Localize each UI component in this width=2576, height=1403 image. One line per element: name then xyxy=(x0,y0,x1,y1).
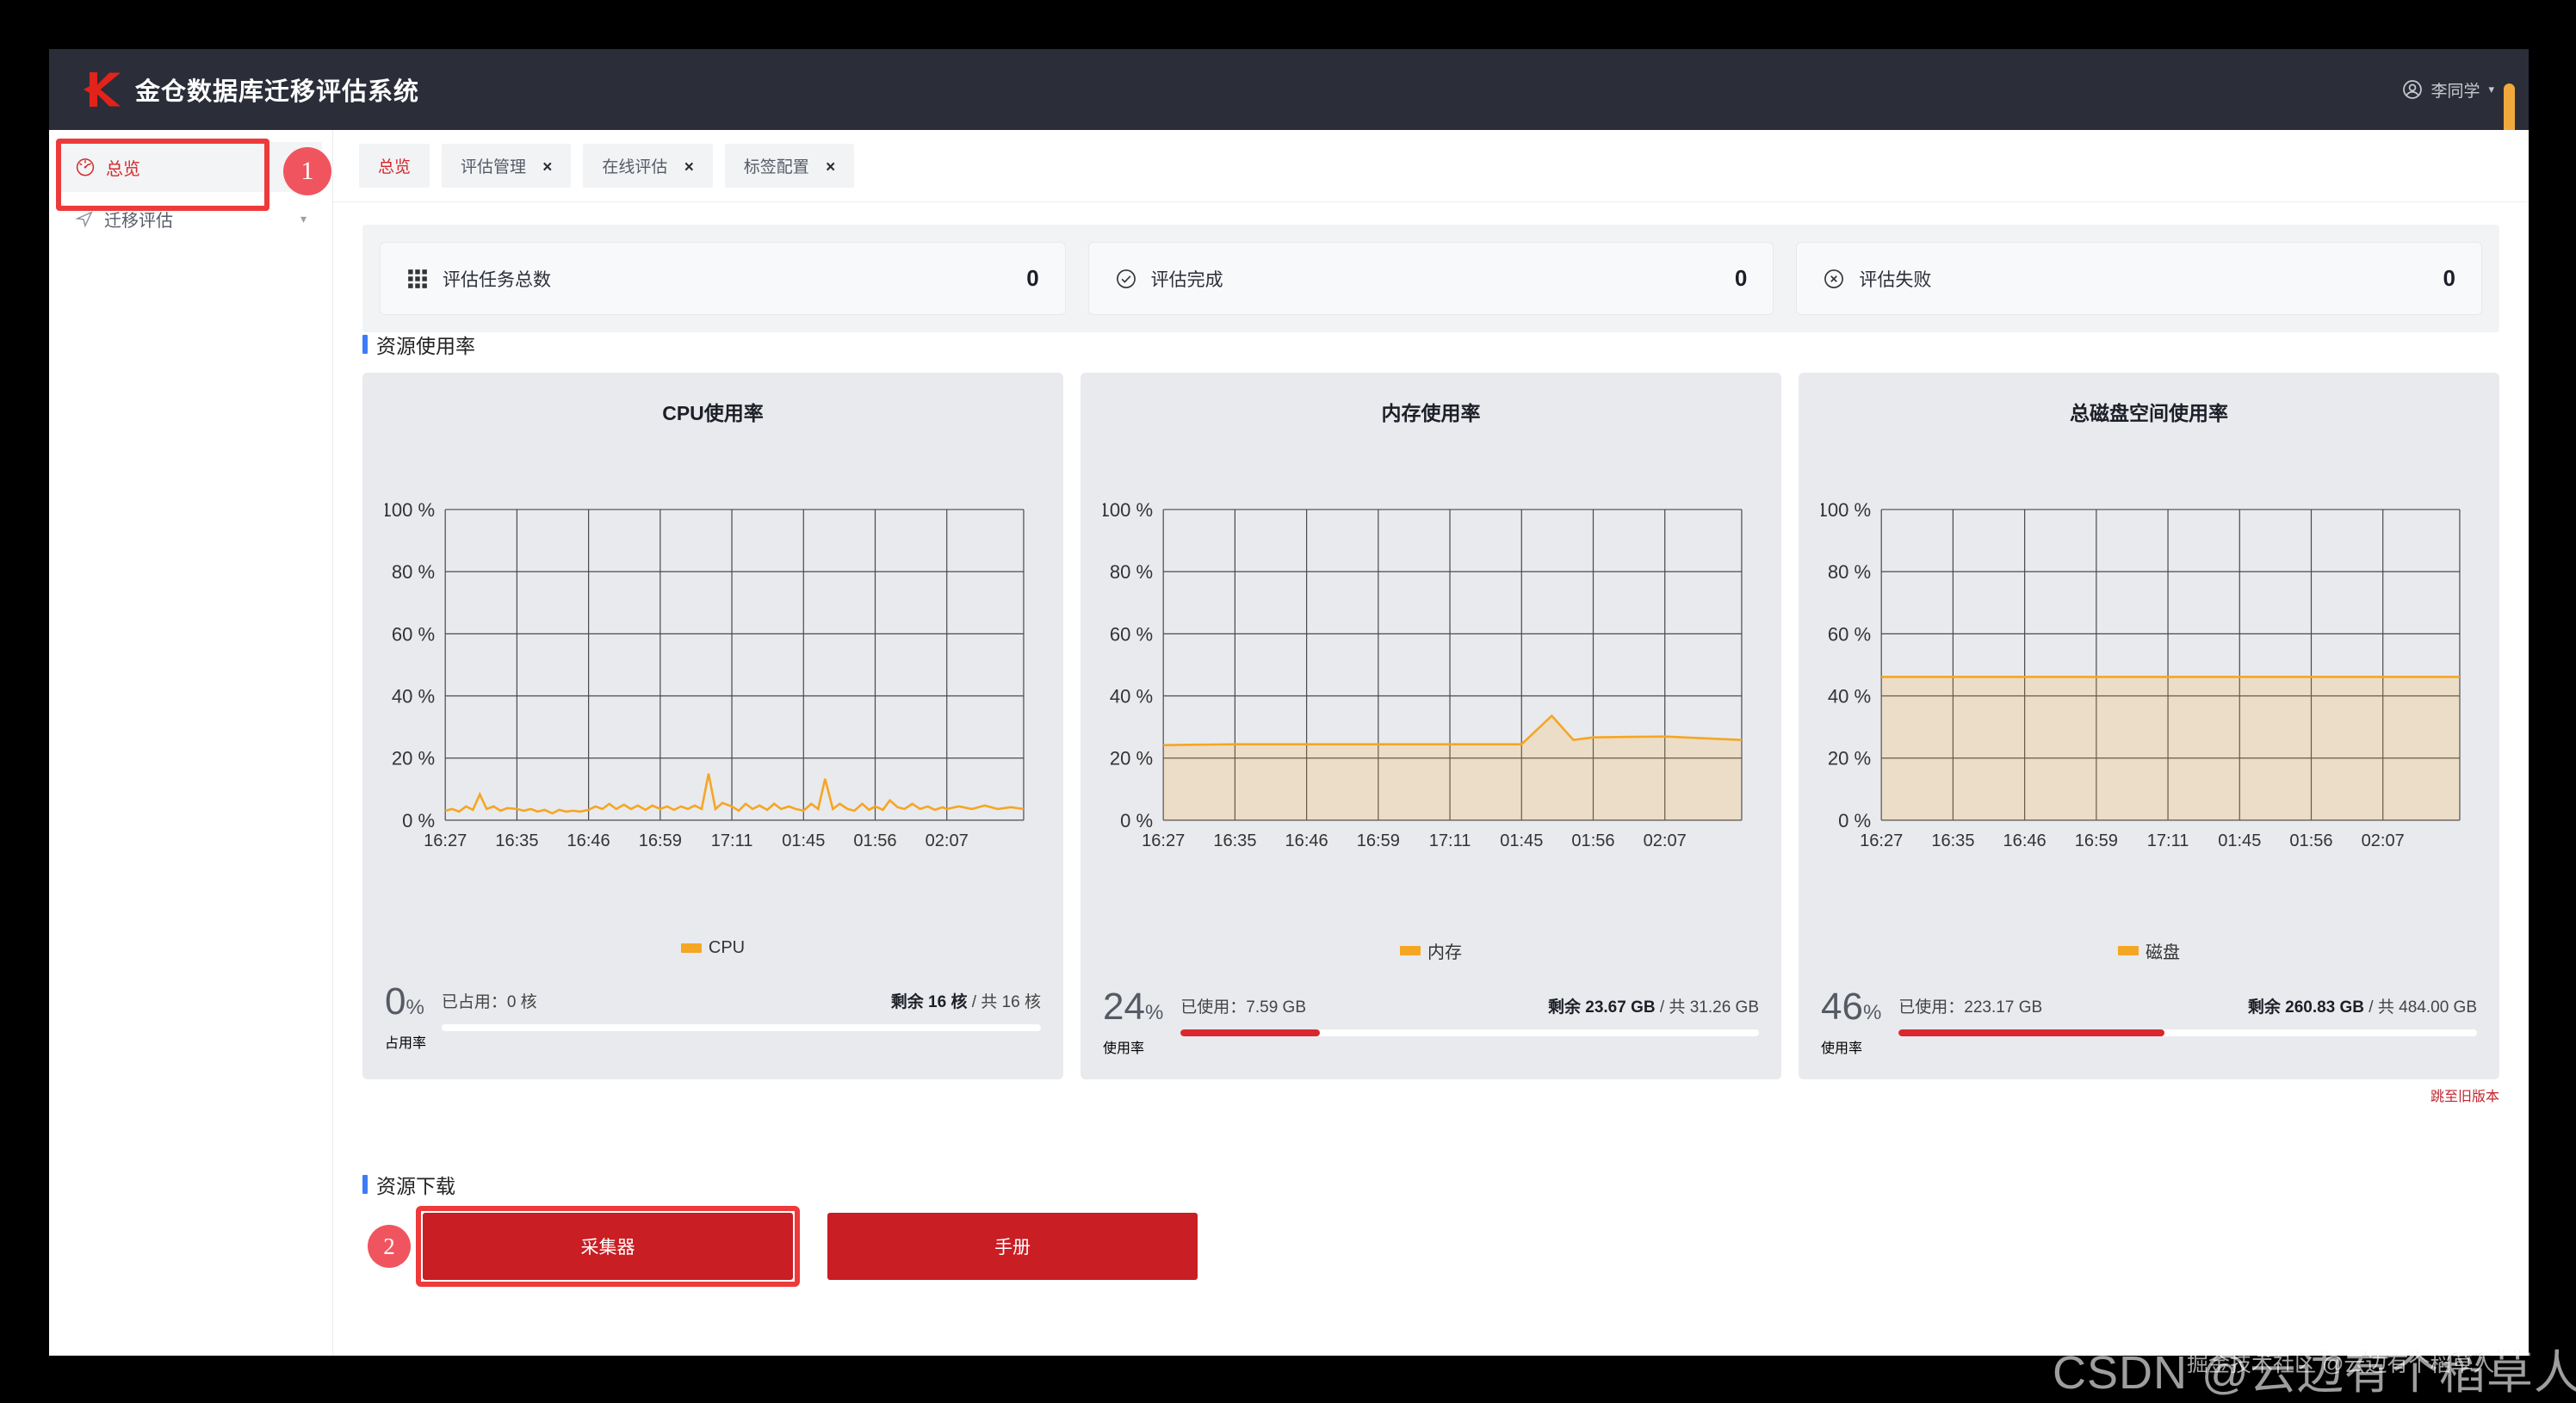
svg-text:16:59: 16:59 xyxy=(2075,831,2118,850)
svg-text:16:46: 16:46 xyxy=(567,831,610,850)
svg-text:17:11: 17:11 xyxy=(2147,831,2189,850)
svg-text:17:11: 17:11 xyxy=(1429,831,1471,850)
svg-text:16:59: 16:59 xyxy=(639,831,682,850)
svg-text:01:56: 01:56 xyxy=(853,831,896,850)
svg-text:16:35: 16:35 xyxy=(1931,831,1974,850)
svg-text:02:07: 02:07 xyxy=(2362,831,2405,850)
svg-text:01:45: 01:45 xyxy=(782,831,825,850)
svg-text:60 %: 60 % xyxy=(392,623,435,645)
svg-text:20 %: 20 % xyxy=(392,748,435,769)
svg-text:40 %: 40 % xyxy=(392,686,435,708)
svg-text:16:59: 16:59 xyxy=(1357,831,1400,850)
svg-text:16:27: 16:27 xyxy=(1860,831,1903,850)
svg-text:16:46: 16:46 xyxy=(1285,831,1328,850)
svg-text:40 %: 40 % xyxy=(1110,686,1153,708)
svg-text:80 %: 80 % xyxy=(392,561,435,583)
svg-text:16:27: 16:27 xyxy=(424,831,467,850)
svg-text:40 %: 40 % xyxy=(1828,686,1871,708)
svg-text:01:56: 01:56 xyxy=(1571,831,1614,850)
svg-text:80 %: 80 % xyxy=(1828,561,1871,583)
svg-text:0 %: 0 % xyxy=(402,810,435,831)
svg-text:17:11: 17:11 xyxy=(711,831,753,850)
svg-text:16:27: 16:27 xyxy=(1142,831,1185,850)
svg-text:80 %: 80 % xyxy=(1110,561,1153,583)
svg-text:0 %: 0 % xyxy=(1838,810,1871,831)
svg-text:01:56: 01:56 xyxy=(2289,831,2332,850)
svg-text:02:07: 02:07 xyxy=(926,831,969,850)
svg-text:100 %: 100 % xyxy=(385,499,435,521)
svg-text:0 %: 0 % xyxy=(1120,810,1153,831)
svg-text:20 %: 20 % xyxy=(1828,748,1871,769)
svg-text:01:45: 01:45 xyxy=(2218,831,2261,850)
svg-text:100 %: 100 % xyxy=(1821,499,1871,521)
svg-text:20 %: 20 % xyxy=(1110,748,1153,769)
svg-text:16:35: 16:35 xyxy=(495,831,538,850)
svg-text:60 %: 60 % xyxy=(1110,623,1153,645)
svg-text:100 %: 100 % xyxy=(1103,499,1153,521)
svg-text:02:07: 02:07 xyxy=(1644,831,1687,850)
svg-text:16:35: 16:35 xyxy=(1213,831,1256,850)
svg-text:60 %: 60 % xyxy=(1828,623,1871,645)
svg-text:16:46: 16:46 xyxy=(2003,831,2047,850)
svg-text:01:45: 01:45 xyxy=(1500,831,1543,850)
